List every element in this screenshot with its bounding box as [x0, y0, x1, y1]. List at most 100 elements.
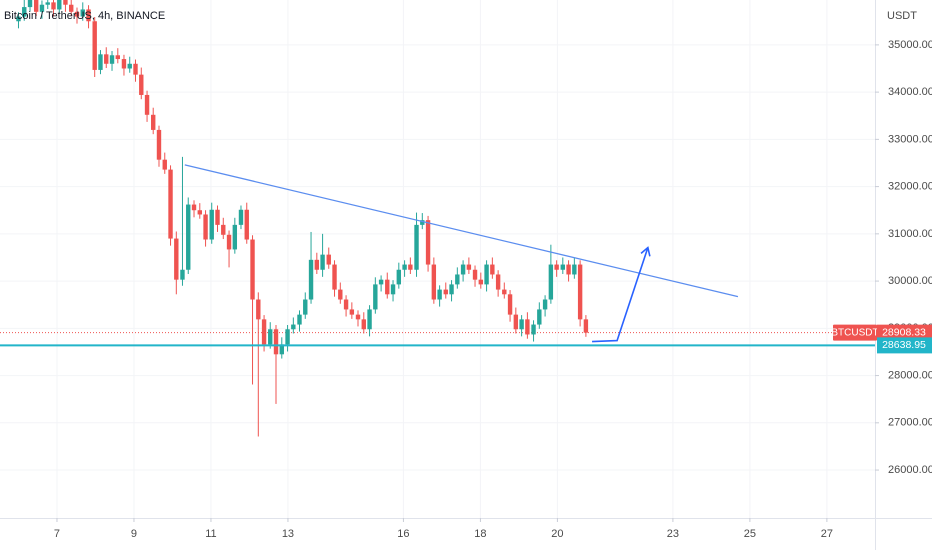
candle-body	[69, 4, 74, 12]
symbol-tag-bg	[833, 324, 877, 341]
candle-body	[57, 0, 62, 10]
candle-body	[507, 294, 513, 315]
candle-body	[86, 9, 91, 22]
candle-body	[566, 264, 571, 275]
candle-body	[209, 209, 214, 240]
candle-body	[361, 319, 366, 330]
candle-body	[221, 224, 226, 235]
candle-body	[513, 314, 519, 330]
candle-body	[139, 74, 144, 95]
y-tick-label: 26000.00	[888, 464, 932, 476]
candle-body	[16, 16, 21, 22]
candle-body	[431, 264, 437, 300]
candle-body	[268, 329, 273, 345]
candle-body	[408, 264, 413, 270]
chart-title: Bitcoin / TetherUS, 4h, BINANCE	[4, 10, 165, 22]
candle-body	[22, 7, 27, 17]
candle-body	[291, 324, 296, 330]
y-tick-label: 30000.00	[888, 275, 932, 287]
support-tag-bg	[877, 337, 932, 354]
x-tick-label: 25	[744, 528, 756, 540]
candle-body	[273, 329, 279, 355]
candle-body	[320, 254, 325, 270]
x-tick-label: 11	[205, 528, 216, 540]
candle-body	[256, 299, 261, 320]
y-tick-label: 27000.00	[888, 417, 932, 429]
candle-body	[583, 319, 589, 333]
candle-body	[472, 269, 478, 280]
x-tick-label: 18	[474, 528, 486, 540]
candle-body	[261, 319, 267, 345]
x-tick-label: 23	[667, 528, 679, 540]
candle-body	[186, 204, 191, 270]
candle-body	[314, 259, 320, 270]
candle-body	[98, 54, 103, 70]
candle-body	[414, 224, 419, 270]
y-tick-label: 34000.00	[888, 86, 932, 98]
candle-body	[437, 289, 442, 300]
y-tick-label: 32000.00	[888, 181, 932, 193]
candle-body	[285, 329, 290, 345]
candle-body	[537, 309, 542, 325]
candle-body	[27, 0, 33, 8]
candle-body	[378, 279, 384, 285]
candle-body	[548, 264, 554, 300]
y-tick-label: 33000.00	[888, 133, 932, 145]
candle-body	[390, 284, 396, 295]
candle-body	[51, 2, 56, 10]
candle-body	[63, 0, 68, 5]
candle-body	[443, 289, 448, 295]
candle-body	[33, 0, 39, 12]
candle-body	[466, 264, 472, 270]
candle-body	[162, 159, 167, 170]
candle-body	[308, 259, 314, 300]
candle-body	[542, 299, 548, 310]
candle-body	[115, 55, 120, 60]
candle-body	[396, 269, 402, 285]
candle-body	[168, 169, 173, 239]
candle-body	[490, 264, 495, 275]
last-price-tag: 28908.33	[882, 326, 926, 338]
candle-body	[203, 214, 208, 240]
candle-body	[349, 309, 355, 315]
candle-body	[144, 94, 150, 115]
candle-body	[232, 224, 238, 250]
symbol-tag: BTCUSDT	[831, 327, 878, 338]
candle-body	[74, 11, 80, 17]
candle-body	[449, 284, 454, 295]
candle-body	[502, 289, 507, 295]
y-tick-label: 35000.00	[888, 39, 932, 51]
y-tick-label: 28000.00	[888, 369, 932, 381]
candle-body	[127, 63, 132, 69]
candle-body	[460, 264, 466, 275]
candle-body	[495, 274, 501, 290]
candle-body	[385, 279, 390, 295]
candle-body	[104, 54, 109, 64]
candle-body	[180, 269, 185, 280]
candle-body	[478, 279, 484, 285]
candle-body	[484, 264, 489, 285]
candle-body	[80, 9, 85, 17]
y-tick-label: 31000.00	[888, 228, 932, 240]
candle-body	[355, 314, 361, 320]
candle-body	[554, 264, 559, 270]
candle-body	[109, 55, 115, 64]
x-tick-label: 13	[282, 528, 294, 540]
x-tick-label: 16	[397, 528, 409, 540]
candle-body	[279, 344, 284, 355]
candle-body	[577, 264, 583, 320]
candle-body	[191, 204, 197, 211]
arrow-head	[640, 246, 651, 257]
candle-body	[226, 234, 232, 250]
candle-body	[572, 264, 577, 275]
candle-body	[244, 209, 249, 240]
candle-body	[45, 2, 50, 5]
candle-body	[367, 309, 372, 330]
candle-body	[151, 114, 156, 130]
x-tick-label: 20	[551, 528, 563, 540]
candle-body	[250, 239, 255, 300]
candle-body	[238, 209, 244, 225]
axes: 26000.0027000.0028000.0029000.0030000.00…	[54, 39, 932, 540]
support-tag: 28638.95	[882, 339, 926, 351]
